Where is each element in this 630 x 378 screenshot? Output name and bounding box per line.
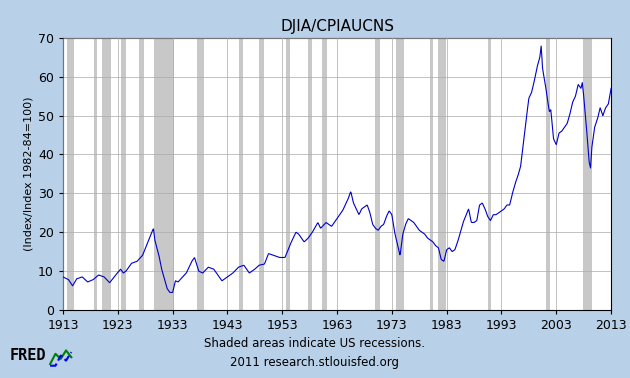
Bar (239, 38, 243, 310)
Bar (438, 38, 446, 310)
Bar (94, 38, 97, 310)
Title: DJIA/CPIAUCNS: DJIA/CPIAUCNS (280, 19, 394, 34)
Bar (583, 38, 592, 310)
Text: 2011 research.stlouisfed.org: 2011 research.stlouisfed.org (231, 356, 399, 369)
Bar (67, 38, 74, 310)
Bar (396, 38, 404, 310)
Bar (197, 38, 203, 310)
Bar (259, 38, 265, 310)
Bar (120, 38, 126, 310)
Y-axis label: (Index/Index 1982-84=100): (Index/Index 1982-84=100) (24, 97, 34, 251)
Bar (154, 38, 173, 310)
Bar (430, 38, 433, 310)
Bar (308, 38, 312, 310)
Text: Shaded areas indicate US recessions.: Shaded areas indicate US recessions. (205, 338, 425, 350)
Bar (375, 38, 381, 310)
Text: FRED: FRED (10, 348, 47, 363)
Bar (546, 38, 551, 310)
Bar (286, 38, 290, 310)
Bar (139, 38, 144, 310)
Bar (321, 38, 327, 310)
Bar (488, 38, 491, 310)
Bar (102, 38, 110, 310)
